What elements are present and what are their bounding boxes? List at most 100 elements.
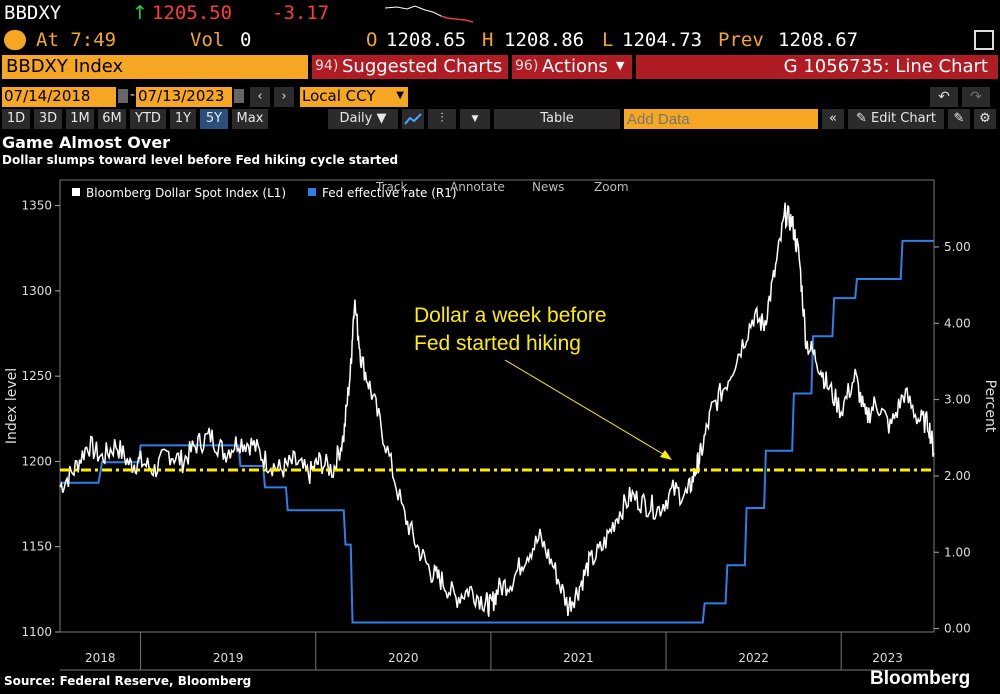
currency-select[interactable]: Local CCY ▼ [300, 87, 408, 107]
legend-label-index: Bloomberg Dollar Spot Index (L1) [86, 186, 286, 200]
prev-label: Prev [718, 29, 764, 51]
suggested-charts-button[interactable]: 94) Suggested Charts [312, 55, 508, 79]
chevron-down-icon[interactable]: ▼ [460, 109, 490, 129]
y2-tick-label: 4.00 [944, 316, 971, 330]
x-tick-label: 2018 [85, 651, 116, 665]
annotation-arrow [504, 359, 669, 458]
security-field[interactable]: BBDXY Index [2, 55, 308, 79]
dollar-index-line [59, 202, 935, 617]
y-axis-label: Index level [4, 368, 20, 444]
legend-swatch-fed [308, 188, 316, 196]
tool-track[interactable]: Track [375, 180, 407, 194]
undo-icon[interactable]: ↶ [930, 87, 958, 107]
tool-zoom[interactable]: Zoom [594, 180, 629, 194]
period-button-6m[interactable]: 6M [98, 109, 126, 129]
add-data-input[interactable] [624, 109, 818, 129]
annotation-text-line: Fed started hiking [414, 332, 581, 355]
ticker-symbol[interactable]: BBDXY [4, 2, 62, 24]
gear-icon[interactable]: ⚙ [974, 109, 996, 129]
table-button[interactable]: Table [494, 109, 620, 129]
up-arrow-icon: ↑ [132, 2, 148, 24]
frequency-select[interactable]: Daily ▼ [328, 109, 398, 129]
period-button-1y[interactable]: 1Y [170, 109, 196, 129]
function-toolbar: BBDXY Index 94) Suggested Charts 96) Act… [0, 55, 1000, 79]
high-label: H [482, 29, 494, 51]
chart-id-bar: G 1056735: Line Chart [636, 55, 998, 79]
chevron-left-icon[interactable]: ‹ [250, 87, 270, 107]
date-range-bar: 07/14/2018 - 07/13/2023 ‹ › Local CCY ▼ … [0, 86, 1000, 108]
suggested-menu-number: 94) [315, 58, 339, 74]
y-tick-label: 1250 [21, 369, 52, 383]
chevron-down-icon: ▼ [396, 90, 404, 101]
open-value: 1208.65 [386, 29, 467, 51]
calendar-icon[interactable] [118, 89, 128, 103]
currency-value: Local CCY [302, 87, 376, 105]
redo-icon[interactable]: ↷ [962, 87, 990, 107]
legend-label-fed: Fed effective rate (R1) [322, 186, 457, 200]
y2-tick-label: 3.00 [944, 393, 971, 407]
start-date-input[interactable]: 07/14/2018 [2, 87, 116, 107]
chevron-right-icon[interactable]: › [274, 87, 294, 107]
collapse-icon[interactable]: « [822, 109, 844, 129]
table-label: Table [540, 111, 574, 126]
legend-swatch-index [72, 188, 80, 196]
x-tick-label: 2021 [563, 651, 594, 665]
time-label: At 7:49 [36, 29, 117, 51]
period-button-3d[interactable]: 3D [34, 109, 62, 129]
last-price: 1205.50 [152, 2, 233, 24]
y2-tick-label: 1.00 [944, 545, 971, 559]
line-chart-icon[interactable] [402, 109, 424, 129]
x-tick-label: 2022 [738, 651, 769, 665]
period-button-5y[interactable]: 5Y [200, 109, 228, 129]
edit-chart-label: Edit Chart [870, 111, 937, 126]
open-label: O [366, 29, 378, 51]
x-tick-label: 2023 [872, 651, 903, 665]
period-button-ytd[interactable]: YTD [130, 109, 166, 129]
y-tick-label: 1350 [21, 199, 52, 213]
y-tick-label: 1150 [21, 540, 52, 554]
high-value: 1208.86 [504, 29, 585, 51]
volume-value: 0 [240, 29, 252, 51]
x-tick-label: 2019 [213, 651, 244, 665]
y2-tick-label: 5.00 [944, 240, 971, 254]
chart-title: Game Almost Over [2, 133, 171, 152]
period-button-max[interactable]: Max [232, 109, 268, 129]
bar-style-icon[interactable]: ⫶ [428, 109, 456, 129]
actions-button[interactable]: 96) Actions ▼ [512, 55, 632, 79]
chart-id: G 1056735: Line Chart [783, 56, 988, 77]
suggested-charts-label: Suggested Charts [342, 56, 503, 77]
security-name: BBDXY Index [6, 56, 124, 77]
edit-chart-button[interactable]: ✎ Edit Chart [848, 109, 944, 129]
end-date-input[interactable]: 07/13/2023 [136, 87, 232, 107]
chart-area[interactable]: 1100 1150 1200 1250 1300 1350 0.00 1.00 2.00 3.00… [0, 172, 1000, 672]
y-tick-label: 1300 [21, 284, 52, 298]
period-button-1m[interactable]: 1M [66, 109, 94, 129]
tool-news[interactable]: News [532, 180, 564, 194]
period-bar: Daily ▼ ⫶ ▼ Table « ✎ Edit Chart ✎ ⚙ 1D3… [0, 108, 1000, 130]
edit-icon[interactable]: ✎ [948, 109, 970, 129]
tool-annotate[interactable]: Annotate [450, 180, 505, 194]
annotation-arrowhead [660, 450, 672, 460]
y2-tick-label: 0.00 [944, 622, 971, 636]
calendar-icon[interactable] [234, 89, 244, 103]
brand-logo: Bloomberg [870, 668, 971, 689]
x-tick-label: 2020 [388, 651, 419, 665]
y2-axis-label: Percent [982, 380, 998, 433]
expand-icon[interactable] [974, 30, 994, 50]
actions-menu-number: 96) [515, 58, 539, 74]
plot-frame [59, 179, 935, 633]
sparkline [385, 5, 474, 23]
chevron-down-icon: ▼ [616, 59, 625, 72]
y-tick-label: 1100 [21, 625, 52, 639]
date-separator: - [130, 87, 136, 103]
y2-tick-label: 2.00 [944, 469, 971, 483]
start-date-value: 07/14/2018 [4, 87, 91, 105]
chart-subtitle: Dollar slumps toward level before Fed hi… [2, 153, 399, 167]
clock-icon [4, 30, 26, 50]
actions-label: Actions [542, 56, 608, 77]
period-button-1d[interactable]: 1D [2, 109, 30, 129]
low-label: L [602, 29, 614, 51]
y-tick-label: 1200 [21, 454, 52, 468]
price-change: -3.17 [272, 2, 330, 24]
source-note: Source: Federal Reserve, Bloomberg [4, 674, 252, 688]
